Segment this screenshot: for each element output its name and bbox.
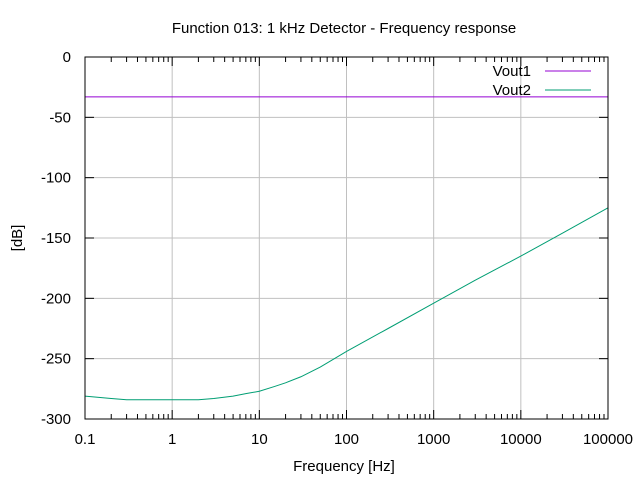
minor-ticks: [110, 57, 605, 419]
y-axis-label: [dB]: [9, 225, 26, 252]
x-tick-label: 0.1: [75, 431, 96, 448]
series-line-vout2: [84, 207, 609, 401]
x-axis: 0.1 1 10 100 1000 10000 100000: [75, 57, 633, 448]
x-tick-label: 100000: [583, 431, 633, 448]
y-tick-label: 0: [63, 49, 71, 66]
x-tick-label: 1000: [417, 431, 450, 448]
legend: Vout1 Vout2: [493, 63, 591, 99]
legend-label-vout2: Vout2: [493, 82, 531, 99]
y-tick-label: -150: [41, 230, 71, 247]
grid-lines: [85, 57, 608, 419]
chart-title: Function 013: 1 kHz Detector - Frequency…: [172, 20, 516, 37]
y-axis: 0 -50 -100 -150 -200 -250 -300: [41, 49, 608, 428]
x-tick-label: 100: [334, 431, 359, 448]
x-tick-label: 10000: [500, 431, 542, 448]
y-tick-label: -100: [41, 170, 71, 187]
y-tick-label: -300: [41, 411, 71, 428]
x-tick-label: 10: [251, 431, 268, 448]
legend-label-vout1: Vout1: [493, 63, 531, 80]
x-axis-label: Frequency [Hz]: [293, 458, 395, 475]
y-tick-label: -50: [49, 109, 71, 126]
y-tick-label: -250: [41, 351, 71, 368]
series-lines: [84, 96, 609, 401]
y-tick-label: -200: [41, 290, 71, 307]
plot-border: [84, 56, 609, 420]
x-tick-label: 1: [168, 431, 176, 448]
